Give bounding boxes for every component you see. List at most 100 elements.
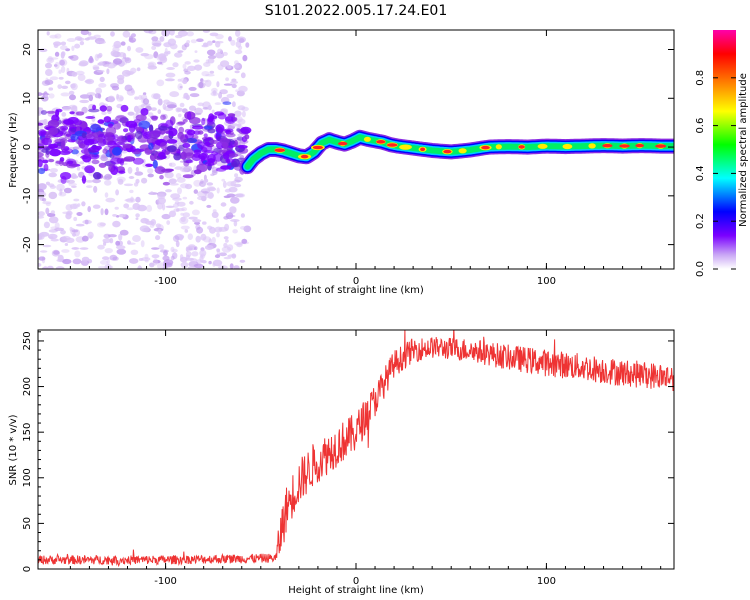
band-blob <box>113 122 121 130</box>
noise-blob <box>238 85 248 93</box>
noise-blob <box>188 216 198 220</box>
noise-blob <box>234 110 242 117</box>
band-blob <box>47 119 60 129</box>
noise-blob <box>50 238 59 242</box>
noise-blob <box>188 244 196 249</box>
spectrogram-xlabel: Height of straight line (km) <box>288 285 424 296</box>
band-blob <box>204 161 215 167</box>
noise-blob <box>92 178 101 184</box>
noise-blob <box>234 60 239 66</box>
band-blob <box>112 146 122 156</box>
band-blob <box>178 126 185 134</box>
band-blob <box>148 142 154 150</box>
noise-blob <box>104 179 112 186</box>
noise-blob <box>63 187 72 194</box>
noise-blob <box>118 52 126 58</box>
noise-blob <box>128 37 137 43</box>
noise-blob <box>104 61 112 65</box>
band-blob <box>123 128 129 133</box>
noise-blob <box>151 45 157 51</box>
band-blob <box>132 157 144 165</box>
band-blob <box>93 172 102 180</box>
noise-blob <box>60 230 66 235</box>
noise-blob <box>45 69 53 76</box>
noise-blob <box>227 65 232 69</box>
noise-blob <box>185 251 192 258</box>
noise-blob <box>71 45 75 51</box>
noise-blob <box>38 183 47 191</box>
noise-blob <box>147 168 154 174</box>
noise-blob <box>179 254 184 260</box>
ridge-spot-yellow <box>537 143 548 149</box>
noise-blob <box>174 125 179 130</box>
noise-blob <box>182 196 188 200</box>
noise-blob <box>105 197 116 203</box>
band-blob <box>158 152 166 158</box>
noise-blob <box>217 48 223 54</box>
noise-blob <box>237 133 244 137</box>
noise-blob <box>110 50 118 57</box>
noise-blob <box>212 209 217 213</box>
noise-blob <box>153 51 159 59</box>
noise-blob <box>61 249 70 253</box>
noise-blob <box>135 213 140 218</box>
noise-blob <box>113 58 123 65</box>
noise-blob <box>97 265 108 269</box>
noise-blob <box>147 65 158 70</box>
noise-blob <box>66 210 73 216</box>
noise-blob <box>88 57 94 64</box>
noise-blob <box>134 96 139 100</box>
noise-blob <box>50 226 59 230</box>
noise-blob <box>173 208 179 212</box>
snr-xtick-label: -100 <box>154 576 177 587</box>
band-blob <box>159 175 164 180</box>
noise-blob <box>189 93 200 98</box>
noise-blob <box>216 81 220 88</box>
noise-blob <box>71 185 77 188</box>
noise-blob <box>149 262 155 268</box>
noise-blob <box>93 34 101 38</box>
band-blob <box>84 165 95 174</box>
noise-blob <box>169 30 175 36</box>
noise-blob <box>137 265 142 269</box>
noise-blob <box>106 62 116 69</box>
noise-blob <box>170 255 175 261</box>
band-blob <box>228 163 240 168</box>
band-blob <box>110 157 122 165</box>
snr-panel: -100 0 100 0 50 100 150 200 250 Height of straig… <box>8 329 675 596</box>
noise-blob <box>42 198 47 202</box>
noise-blob <box>165 189 172 193</box>
noise-blob <box>231 123 239 127</box>
noise-blob <box>204 79 212 88</box>
noise-blob <box>74 250 81 258</box>
noise-blob <box>230 80 239 84</box>
noise-blob <box>124 57 132 64</box>
noise-blob <box>240 213 245 218</box>
noise-blob <box>207 187 217 192</box>
noise-blob <box>211 211 219 218</box>
band-blob <box>92 104 97 111</box>
noise-blob <box>234 49 243 55</box>
noise-blob <box>38 92 43 96</box>
noise-blob <box>199 249 207 257</box>
noise-blob <box>234 176 243 183</box>
noise-blob <box>206 49 216 56</box>
noise-blob <box>54 227 65 231</box>
noise-blob <box>42 118 48 126</box>
noise-blob <box>53 250 60 255</box>
band-blob <box>38 159 43 168</box>
band-blob <box>61 127 67 135</box>
noise-blob <box>71 247 79 250</box>
noise-blob <box>161 213 171 220</box>
noise-blob <box>48 183 55 187</box>
spectrogram-ytick-label: 0 <box>22 144 33 150</box>
snr-ytick-label: 50 <box>22 517 33 530</box>
noise-blob <box>78 62 88 67</box>
noise-blob <box>147 173 154 178</box>
noise-blob <box>134 171 144 176</box>
noise-blob <box>103 241 107 246</box>
noise-blob <box>197 196 207 201</box>
noise-blob <box>76 212 83 216</box>
noise-blob <box>206 204 212 208</box>
noise-blob <box>65 204 73 211</box>
